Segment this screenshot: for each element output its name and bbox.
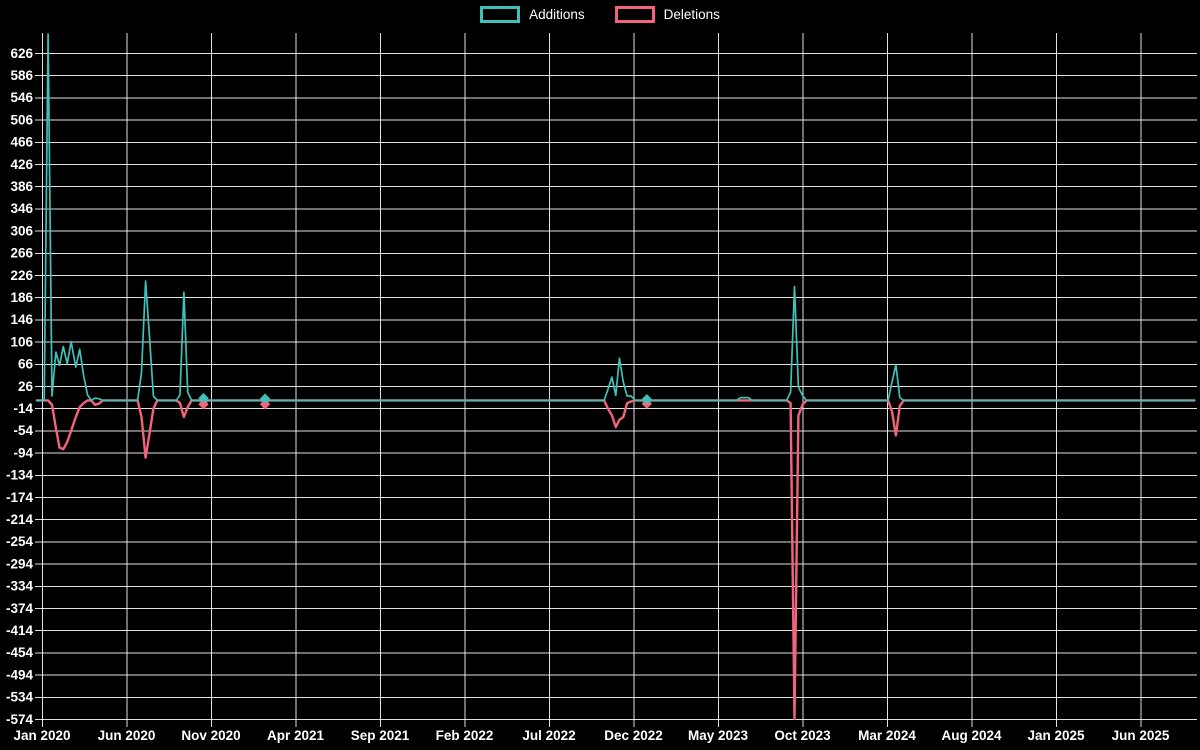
- svg-text:Nov 2020: Nov 2020: [181, 728, 240, 743]
- svg-text:Mar 2024: Mar 2024: [858, 728, 916, 743]
- svg-text:Jan 2020: Jan 2020: [13, 728, 70, 743]
- svg-text:506: 506: [10, 112, 33, 127]
- svg-text:-534: -534: [6, 690, 34, 705]
- deletions-legend-label: Deletions: [663, 6, 720, 22]
- svg-text:-134: -134: [6, 468, 34, 483]
- svg-text:Apr 2021: Apr 2021: [267, 728, 325, 743]
- svg-text:-494: -494: [6, 667, 34, 682]
- svg-text:266: 266: [10, 246, 33, 261]
- svg-text:226: 226: [10, 268, 33, 283]
- point-markers: [198, 392, 653, 410]
- y-axis-labels: 626 586 546 506 466 426 386 346 306 266 226 186 146 1…: [6, 46, 34, 727]
- chart-legend: Additions Deletions: [0, 6, 1200, 23]
- svg-text:26: 26: [18, 379, 34, 394]
- svg-text:586: 586: [10, 68, 33, 83]
- svg-text:-14: -14: [13, 401, 33, 416]
- svg-text:-574: -574: [6, 712, 34, 727]
- additions-line: [35, 33, 1196, 402]
- svg-text:546: 546: [10, 90, 33, 105]
- deletions-line: [35, 399, 1196, 721]
- svg-text:-454: -454: [6, 645, 34, 660]
- svg-text:-294: -294: [6, 556, 34, 571]
- svg-text:Jun 2025: Jun 2025: [1112, 728, 1170, 743]
- svg-text:106: 106: [10, 334, 33, 349]
- svg-text:386: 386: [10, 179, 33, 194]
- svg-text:186: 186: [10, 290, 33, 305]
- svg-text:Jun 2020: Jun 2020: [98, 728, 156, 743]
- svg-text:Aug 2024: Aug 2024: [941, 728, 1002, 743]
- legend-item-deletions[interactable]: Deletions: [614, 6, 720, 23]
- svg-text:-254: -254: [6, 534, 34, 549]
- gridlines: [35, 33, 1197, 727]
- svg-text:Jul 2022: Jul 2022: [522, 728, 575, 743]
- svg-text:-54: -54: [13, 423, 33, 438]
- legend-item-additions[interactable]: Additions: [480, 6, 585, 23]
- svg-text:-94: -94: [13, 445, 33, 460]
- svg-text:-374: -374: [6, 601, 34, 616]
- svg-text:-174: -174: [6, 490, 34, 505]
- svg-text:146: 146: [10, 312, 33, 327]
- svg-text:306: 306: [10, 223, 33, 238]
- additions-swatch-icon: [480, 6, 521, 23]
- svg-text:Dec 2022: Dec 2022: [604, 728, 663, 743]
- svg-text:Jan 2025: Jan 2025: [1027, 728, 1085, 743]
- deletions-swatch-icon: [614, 6, 655, 23]
- svg-text:626: 626: [10, 46, 33, 61]
- svg-text:66: 66: [18, 357, 34, 372]
- svg-text:Oct 2023: Oct 2023: [774, 728, 831, 743]
- svg-text:-214: -214: [6, 512, 34, 527]
- svg-text:Sep 2021: Sep 2021: [351, 728, 410, 743]
- svg-text:346: 346: [10, 201, 33, 216]
- svg-text:-334: -334: [6, 579, 34, 594]
- additions-legend-label: Additions: [529, 6, 585, 22]
- svg-text:466: 466: [10, 135, 33, 150]
- svg-text:426: 426: [10, 157, 33, 172]
- svg-text:Feb 2022: Feb 2022: [436, 728, 494, 743]
- svg-text:May 2023: May 2023: [688, 728, 749, 743]
- svg-text:-414: -414: [6, 623, 34, 638]
- x-axis-labels: Jan 2020 Jun 2020 Nov 2020 Apr 2021 Sep 2021…: [13, 728, 1169, 743]
